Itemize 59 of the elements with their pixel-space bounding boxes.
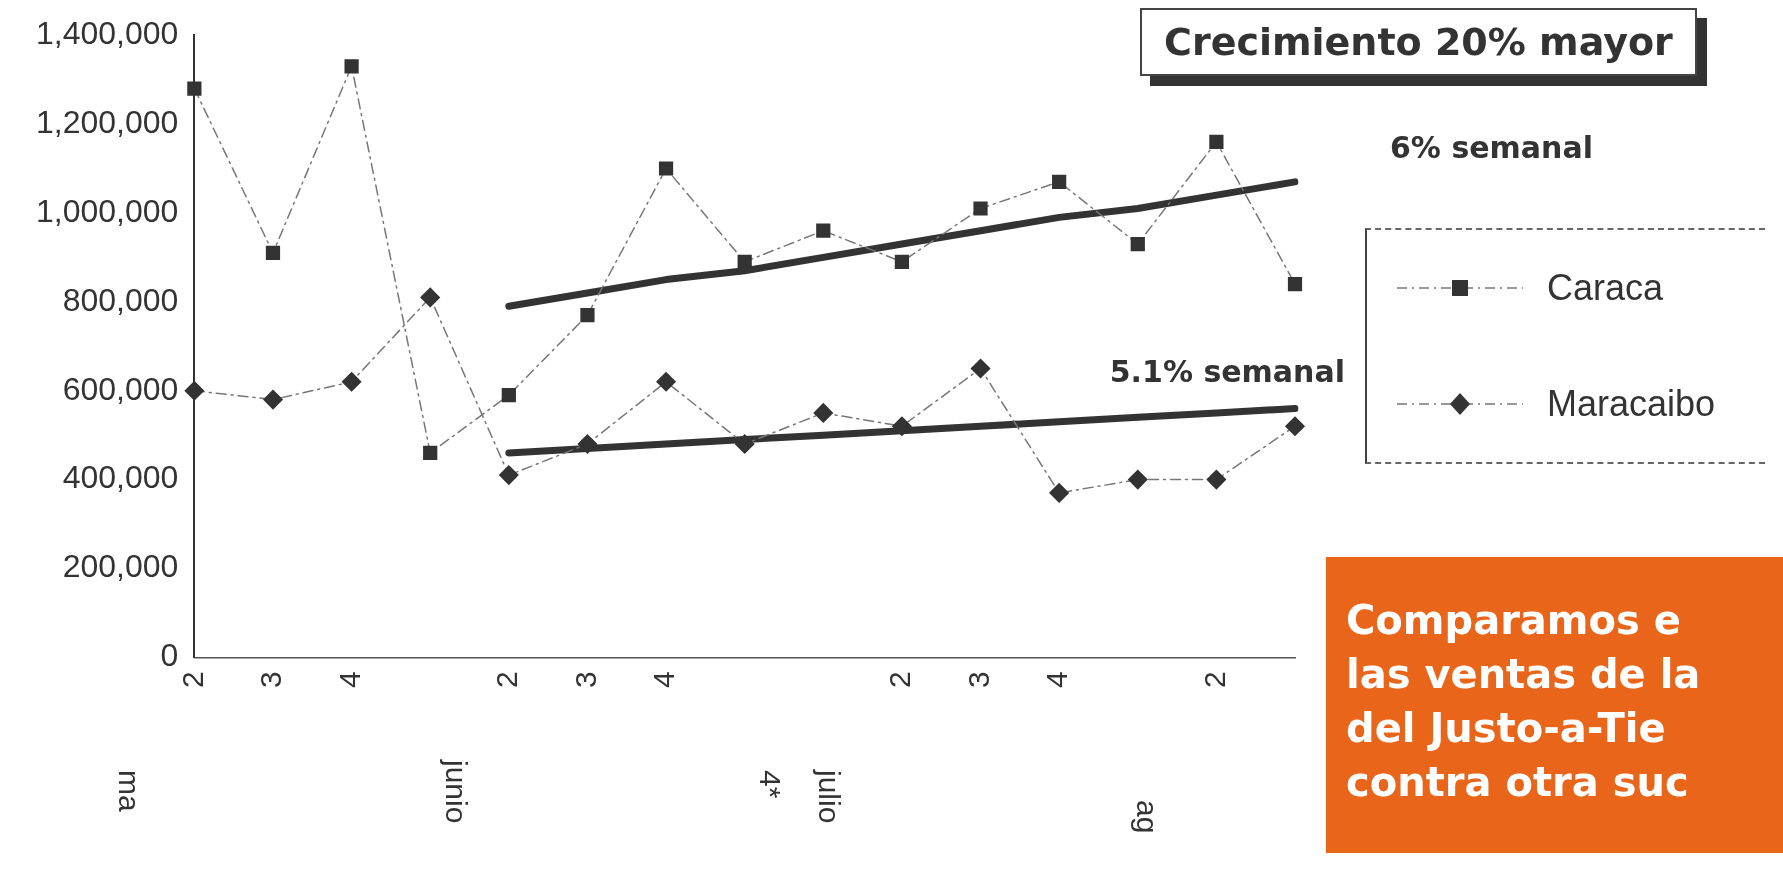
text: junio: [439, 759, 473, 824]
point: [813, 403, 834, 423]
point: [1128, 469, 1148, 490]
text: ma: [113, 770, 147, 812]
point: [658, 161, 674, 176]
point: [973, 201, 988, 216]
point: [1130, 236, 1145, 252]
point: [816, 223, 831, 238]
point: [1052, 174, 1067, 189]
point: [344, 59, 359, 74]
y-tick-label: 1,200,000: [36, 103, 179, 140]
y-tick-label: 1,400,000: [36, 15, 179, 52]
x-tick-label: 4: [647, 671, 681, 688]
point: [656, 372, 676, 392]
point: [187, 81, 202, 96]
point: [265, 245, 281, 261]
point: [341, 372, 362, 392]
point: [737, 254, 752, 269]
point: [1206, 469, 1227, 490]
x-tick-label: 3: [568, 671, 602, 688]
point: [499, 465, 519, 485]
x-tick-label: 3: [961, 671, 995, 688]
point: [1287, 276, 1303, 292]
point: [423, 445, 438, 461]
x-tick-label: 2: [1197, 671, 1231, 688]
x-tick-label: 2: [490, 671, 524, 688]
y-tick-label: 200,000: [62, 548, 179, 585]
y-tick-label: 0: [160, 637, 179, 674]
point: [420, 287, 440, 308]
point: [580, 308, 595, 323]
legend-label: Caraca: [1547, 267, 1664, 309]
point: [734, 434, 755, 454]
text: Comparamos e las ventas de la del Justo-a-Tie contra otra suc: [1326, 557, 1783, 853]
point: [184, 380, 205, 401]
x-tick-label: 2: [175, 671, 209, 688]
x-tick-label: 2: [883, 671, 917, 688]
x-tick-label: 4: [332, 671, 366, 688]
y-tick-label: 400,000: [62, 459, 179, 496]
text: ag: [1131, 800, 1165, 834]
point: [1049, 483, 1069, 503]
y-tick-label: 600,000: [62, 370, 179, 407]
text: 6% semanal: [1390, 129, 1593, 165]
point: [501, 388, 516, 403]
point: [263, 389, 283, 410]
point: [1209, 134, 1224, 149]
annotation: 5.1% semanal: [1109, 353, 1345, 389]
y-tick-label: 1,000,000: [36, 192, 179, 229]
point: [1285, 416, 1305, 436]
point: [577, 434, 598, 454]
text: 4*: [754, 770, 787, 799]
point: [970, 358, 991, 379]
x-tick-label: 3: [254, 671, 288, 688]
text: Crecimiento 20% mayor: [1140, 8, 1697, 76]
y-tick-label: 800,000: [62, 281, 179, 318]
point: [892, 416, 912, 436]
legend-label: Maracaibo: [1547, 383, 1716, 425]
x-tick-label: 4: [1040, 671, 1074, 688]
point: [894, 254, 910, 269]
text: julio: [812, 769, 846, 824]
